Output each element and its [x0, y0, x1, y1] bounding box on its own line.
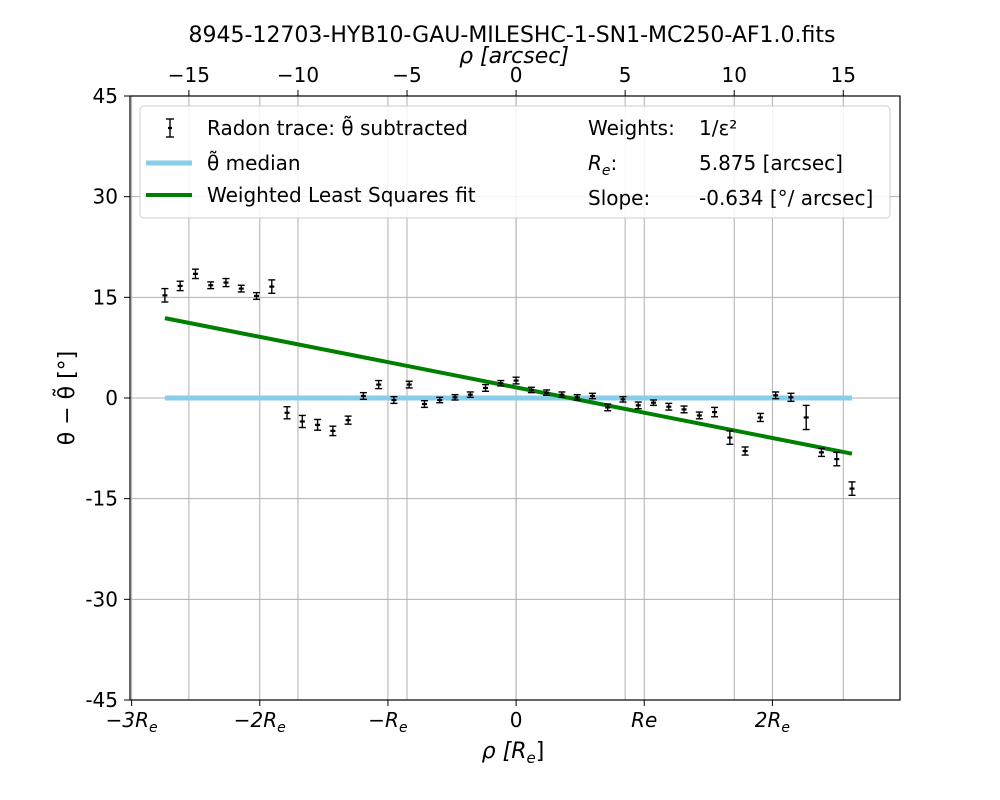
- data-point-2: [191, 268, 199, 280]
- legend-info-weights-key: Weights:: [588, 116, 675, 140]
- y-tick-label-3: 0: [105, 386, 118, 410]
- y-axis-label: θ − θ̃ [°]: [52, 351, 80, 446]
- x-axis-top-label: ρ [arcsec]: [459, 44, 569, 69]
- data-point-4: [222, 277, 230, 288]
- legend: Radon trace: θ̃ subtracted θ̃ median Wei…: [139, 105, 891, 219]
- data-point-42: [802, 404, 810, 431]
- data-point-8: [283, 406, 291, 420]
- data-points: [161, 268, 856, 497]
- data-point-3: [207, 281, 215, 290]
- legend-info-re-key-end: :: [611, 151, 618, 175]
- data-point-21: [482, 383, 490, 392]
- data-point-18: [436, 396, 444, 404]
- data-point-41: [787, 392, 795, 403]
- fit-line: [164, 316, 853, 456]
- top-tick-label-2: −5: [392, 63, 421, 87]
- top-tick-label-1: −10: [277, 63, 319, 87]
- bottom-tick-label-5: 2Re: [755, 708, 790, 736]
- legend-box: [139, 105, 891, 219]
- data-point-36: [711, 406, 719, 418]
- data-point-10: [314, 418, 322, 431]
- data-point-30: [619, 395, 627, 403]
- data-point-40: [772, 391, 780, 400]
- data-point-34: [680, 405, 688, 414]
- data-point-19: [451, 393, 459, 401]
- x-axis-bottom-label-end: ]: [536, 739, 545, 764]
- legend-entry-fit: Weighted Least Squares fit: [207, 183, 476, 207]
- data-point-44: [833, 451, 841, 467]
- data-point-45: [848, 481, 856, 497]
- data-point-12: [344, 415, 352, 425]
- data-point-14: [375, 379, 383, 390]
- data-point-16: [405, 380, 413, 389]
- top-tick-label-0: −15: [168, 63, 210, 87]
- data-point-20: [466, 391, 474, 399]
- legend-info-re-key: Re:: [588, 151, 617, 179]
- data-point-0: [161, 287, 169, 303]
- chart-title: 8945-12703-HYB10-GAU-MILESHC-1-SN1-MC250…: [189, 23, 836, 48]
- x-axis-bottom-label-main: ρ [R: [482, 739, 527, 764]
- data-point-32: [650, 399, 658, 407]
- data-point-25: [543, 389, 551, 397]
- data-point-9: [298, 414, 306, 429]
- y-tick-label-6: -45: [85, 688, 118, 712]
- y-tick-label-0: 45: [93, 84, 118, 108]
- bottom-tick-label-2: −Re: [368, 708, 407, 736]
- data-point-22: [497, 379, 505, 387]
- data-point-1: [176, 280, 184, 292]
- bottom-tick-label-3: 0: [510, 708, 523, 732]
- legend-info-weights-value: 1/ε²: [699, 116, 737, 140]
- data-point-35: [695, 411, 703, 420]
- data-point-13: [359, 391, 367, 401]
- data-point-17: [420, 399, 428, 409]
- data-point-37: [726, 430, 734, 446]
- legend-info-slope-key: Slope:: [588, 186, 650, 210]
- data-point-7: [268, 279, 276, 295]
- y-axis-ticks: 45 30 15 0 -15 -30 -45: [85, 84, 130, 712]
- top-tick-label-5: 10: [721, 63, 746, 87]
- data-point-29: [604, 403, 612, 412]
- bottom-tick-label-4: Re: [631, 708, 657, 732]
- legend-info-slope-value: -0.634 [°/ arcsec]: [699, 186, 873, 210]
- data-point-31: [634, 401, 642, 410]
- x-axis-bottom-label-sub: e: [527, 749, 536, 767]
- data-point-5: [237, 284, 245, 293]
- y-tick-label-2: 15: [93, 285, 118, 309]
- data-point-38: [741, 446, 749, 456]
- top-tick-label-6: 15: [831, 63, 856, 87]
- data-point-33: [665, 402, 673, 411]
- top-tick-label-3: 0: [510, 63, 523, 87]
- legend-info-re-value: 5.875 [arcsec]: [699, 151, 843, 175]
- x-axis-top-ticks: −15 −10 −5 0 5 10 15: [168, 63, 856, 96]
- plot-lines: [164, 316, 853, 456]
- data-point-26: [558, 391, 566, 399]
- y-tick-label-1: 30: [93, 185, 118, 209]
- data-point-43: [817, 447, 825, 458]
- legend-entry-median: θ̃ median: [207, 150, 301, 175]
- legend-info-re-key-main: R: [588, 151, 602, 175]
- data-point-23: [512, 376, 520, 385]
- data-point-11: [329, 425, 337, 437]
- data-point-6: [253, 291, 261, 301]
- data-point-27: [573, 393, 581, 401]
- top-tick-label-4: 5: [619, 63, 632, 87]
- data-point-24: [527, 386, 535, 394]
- x-axis-bottom-label: ρ [Re]: [482, 739, 545, 767]
- data-point-39: [756, 412, 764, 423]
- data-point-28: [588, 392, 596, 400]
- legend-entry-radon: Radon trace: θ̃ subtracted: [207, 115, 468, 140]
- legend-info-re-key-sub: e: [602, 163, 611, 179]
- bottom-tick-label-1: −2Re: [234, 708, 286, 736]
- bottom-tick-label-0: −3Re: [106, 708, 158, 736]
- y-tick-label-4: -15: [85, 487, 118, 511]
- data-point-15: [390, 395, 398, 405]
- legend-marker-errorbar: [166, 118, 174, 138]
- y-tick-label-5: -30: [85, 587, 118, 611]
- x-axis-bottom-ticks: −3Re −2Re −Re 0 Re 2Re: [106, 700, 790, 736]
